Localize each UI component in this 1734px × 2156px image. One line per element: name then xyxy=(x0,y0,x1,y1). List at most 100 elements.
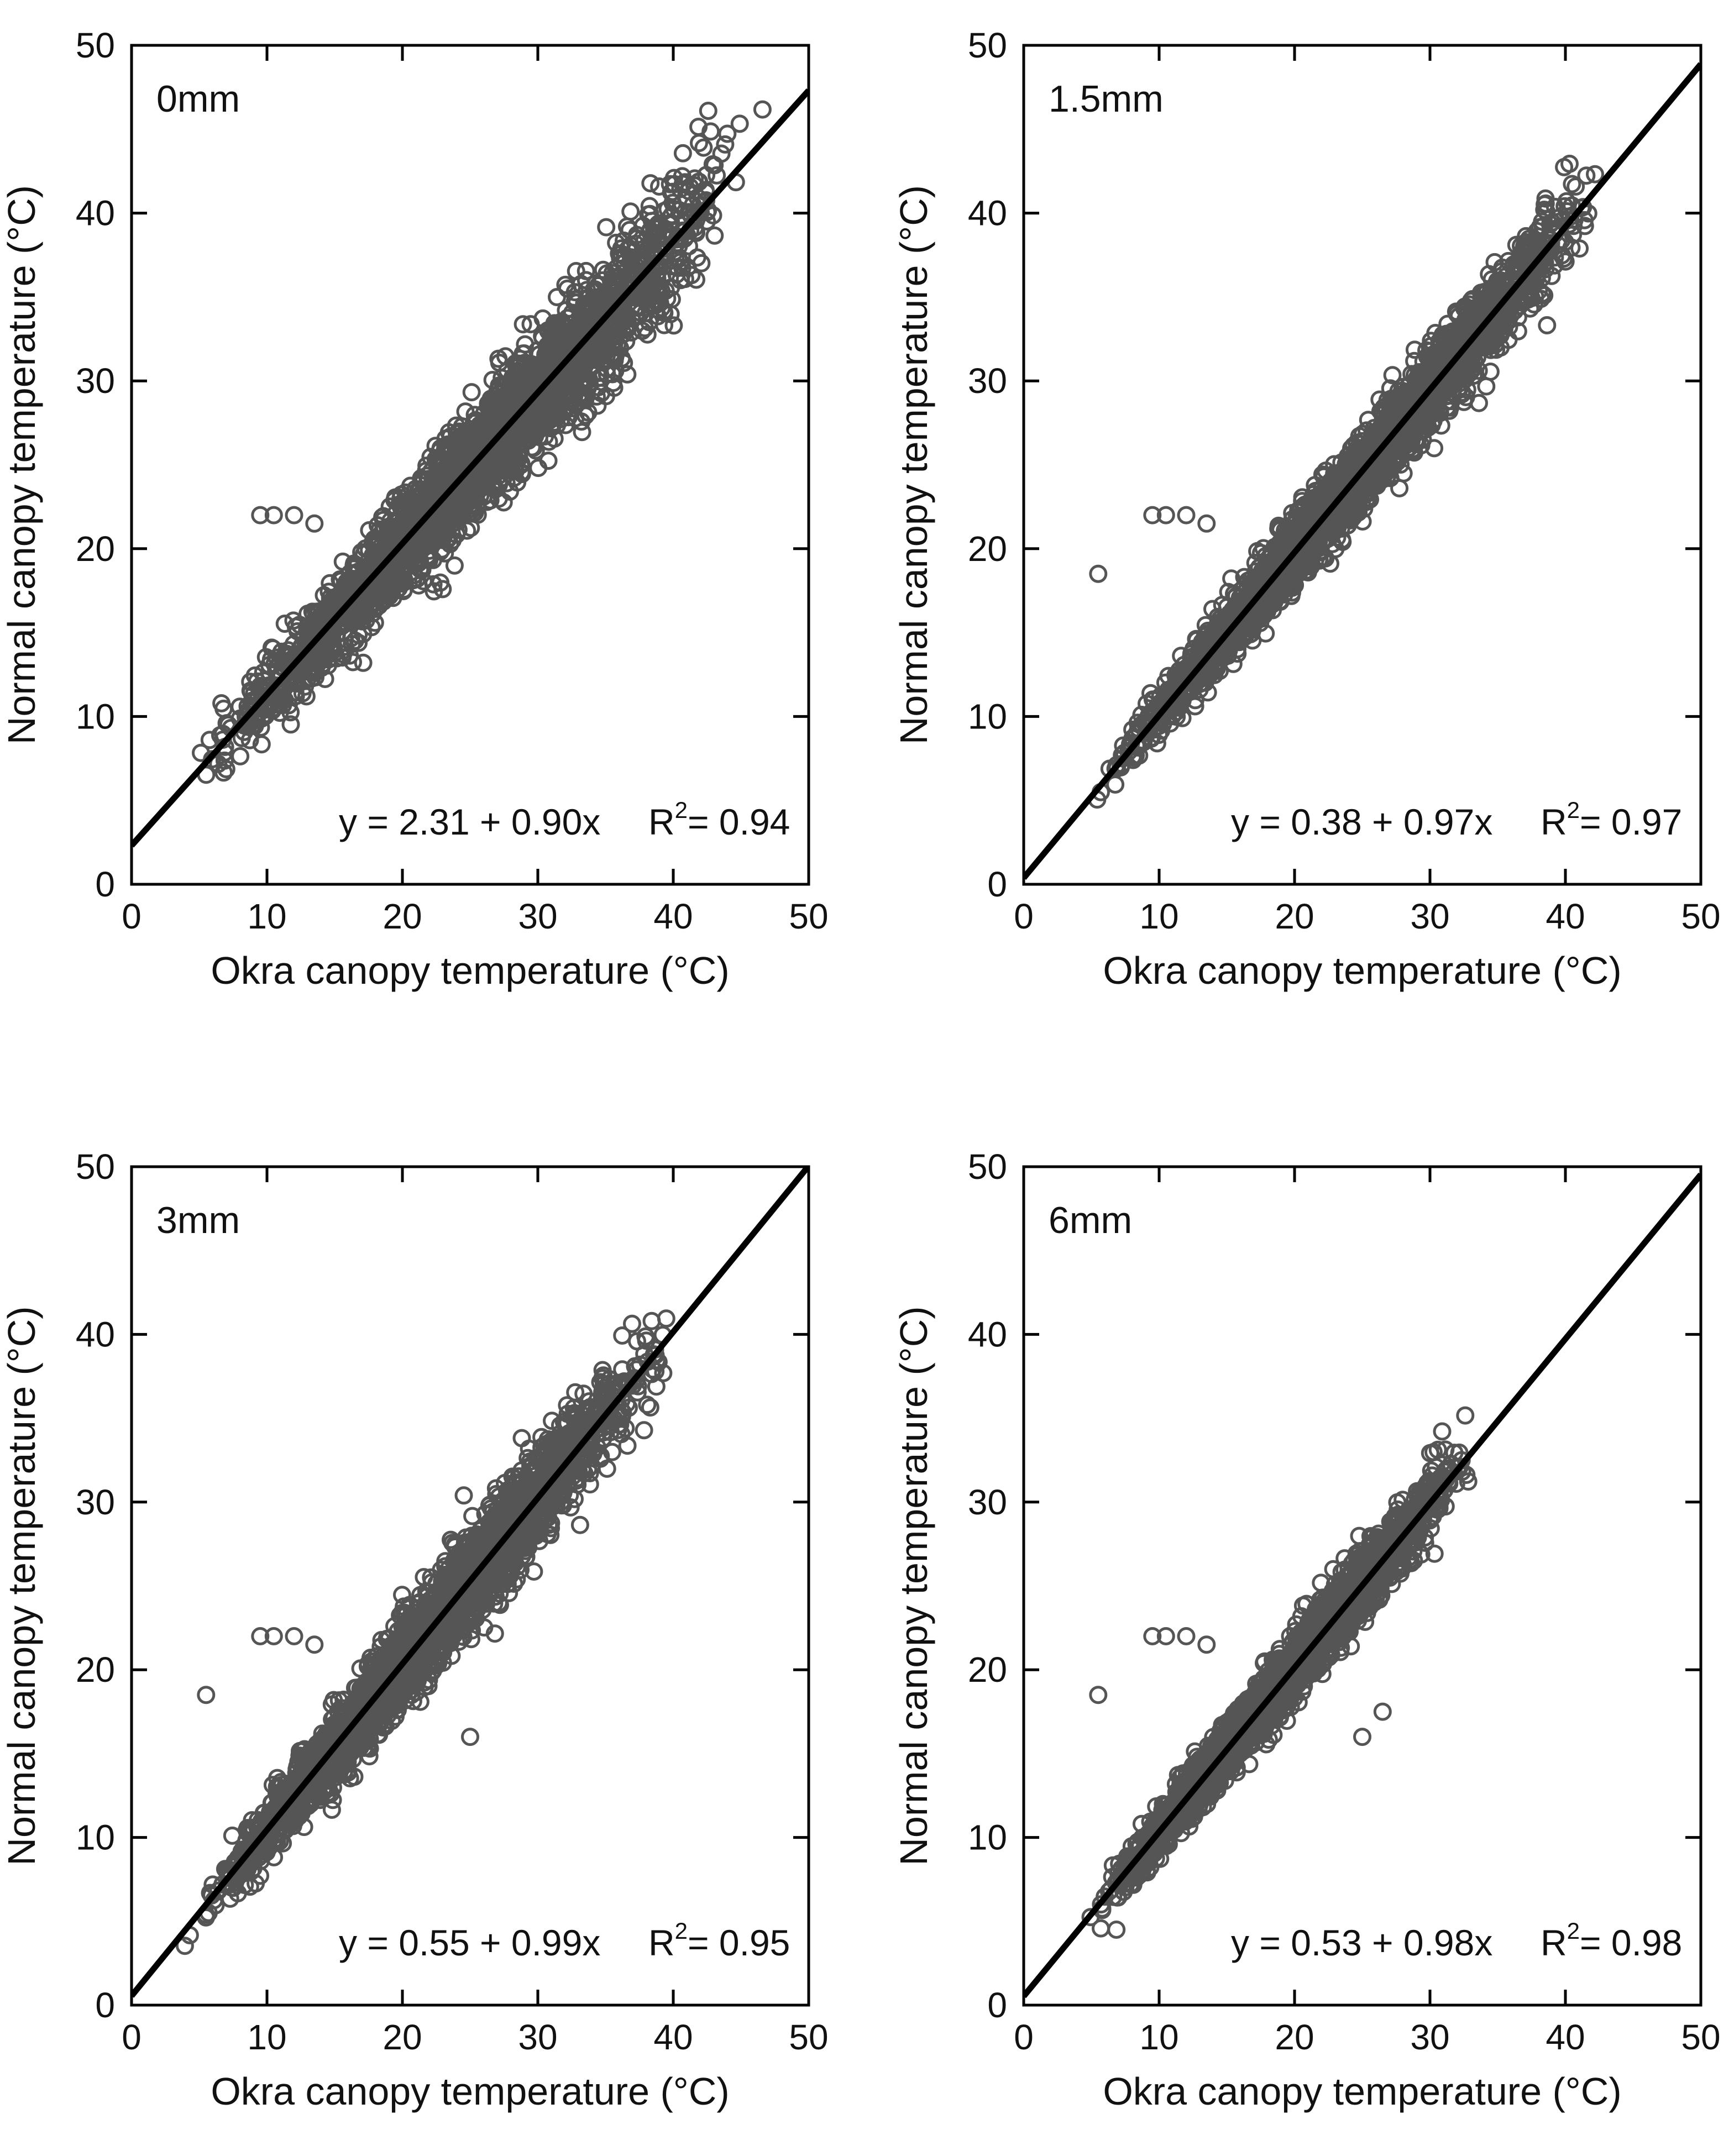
data-point xyxy=(514,315,532,334)
data-point xyxy=(635,265,653,284)
data-point xyxy=(456,402,475,421)
data-point xyxy=(1425,439,1444,458)
r-squared: R2= 0.94 xyxy=(648,797,790,842)
x-tick-label: 30 xyxy=(518,896,557,936)
data-point xyxy=(596,387,615,406)
data-point xyxy=(378,518,397,537)
data-point xyxy=(360,521,379,539)
data-point xyxy=(652,281,670,300)
data-point xyxy=(385,491,404,510)
data-point xyxy=(1106,759,1125,778)
data-point xyxy=(217,760,235,779)
data-point-outlier xyxy=(264,506,283,524)
data-point xyxy=(1574,198,1592,217)
data-point xyxy=(414,527,433,545)
data-point xyxy=(399,512,417,531)
data-point xyxy=(284,634,303,653)
data-point xyxy=(298,670,317,689)
data-point xyxy=(677,190,695,208)
data-point xyxy=(664,316,683,335)
data-point xyxy=(1586,165,1604,183)
data-point xyxy=(1140,716,1159,735)
regression-equation: y = 2.31 + 0.90x xyxy=(339,801,600,842)
data-point xyxy=(716,135,735,154)
data-point xyxy=(539,432,558,451)
data-point xyxy=(552,410,570,428)
data-point xyxy=(281,703,300,722)
data-point xyxy=(712,144,731,163)
data-point xyxy=(478,471,496,490)
data-point xyxy=(572,275,590,293)
data-point xyxy=(690,134,708,153)
data-point xyxy=(626,288,645,307)
data-point xyxy=(694,138,713,157)
data-point xyxy=(383,581,401,600)
data-point xyxy=(718,124,737,143)
data-point xyxy=(496,450,515,469)
data-point xyxy=(526,408,544,427)
data-point xyxy=(601,329,620,348)
data-point xyxy=(568,366,586,385)
data-point xyxy=(687,270,705,289)
data-point xyxy=(705,226,724,245)
data-point xyxy=(212,694,231,712)
data-point-outlier xyxy=(251,506,270,524)
x-tick-label: 10 xyxy=(247,896,286,936)
y-tick-label: 0 xyxy=(95,864,115,904)
data-point xyxy=(241,681,260,700)
data-point xyxy=(506,459,525,478)
data-point xyxy=(661,305,680,323)
data-point xyxy=(753,100,772,119)
data-point xyxy=(281,715,300,734)
data-point xyxy=(428,470,447,489)
data-point xyxy=(1567,177,1585,196)
x-axis-title: Okra canopy temperature (°C) xyxy=(211,949,729,992)
data-point xyxy=(573,423,591,442)
data-point xyxy=(626,234,645,253)
r-squared-superscript: 2 xyxy=(675,797,688,823)
data-point xyxy=(663,206,682,224)
data-point-outlier xyxy=(285,506,303,524)
x-tick-label: 50 xyxy=(789,896,828,936)
x-tick-label: 20 xyxy=(383,896,422,936)
data-point xyxy=(305,612,324,631)
y-tick-label: 50 xyxy=(76,25,115,65)
data-point xyxy=(370,520,389,539)
data-point xyxy=(439,528,458,547)
data-point xyxy=(217,714,236,733)
data-point xyxy=(1481,363,1500,381)
data-point xyxy=(445,556,464,575)
data-point xyxy=(708,166,726,185)
data-point xyxy=(413,560,432,579)
data-point xyxy=(192,743,210,762)
data-point xyxy=(214,763,233,782)
data-point xyxy=(641,174,660,193)
data-point xyxy=(501,434,520,453)
data-point xyxy=(1383,366,1402,385)
data-point xyxy=(591,293,610,312)
data-point xyxy=(1499,312,1518,330)
data-point xyxy=(607,272,626,291)
data-point xyxy=(579,377,597,396)
data-point xyxy=(365,613,384,632)
data-point xyxy=(621,202,640,221)
data-point xyxy=(462,383,481,402)
data-point xyxy=(436,470,455,489)
data-point xyxy=(230,697,249,716)
data-point xyxy=(521,315,540,334)
data-point xyxy=(580,293,599,312)
data-point xyxy=(262,638,281,657)
x-tick-label: 0 xyxy=(122,896,142,936)
data-point xyxy=(231,747,250,765)
data-point xyxy=(252,735,271,754)
y-tick-label: 20 xyxy=(76,529,115,569)
data-point xyxy=(385,543,404,562)
data-point xyxy=(425,582,443,601)
data-point xyxy=(1173,709,1192,727)
data-point xyxy=(1187,631,1206,649)
data-point xyxy=(509,358,528,376)
data-point xyxy=(563,321,582,339)
